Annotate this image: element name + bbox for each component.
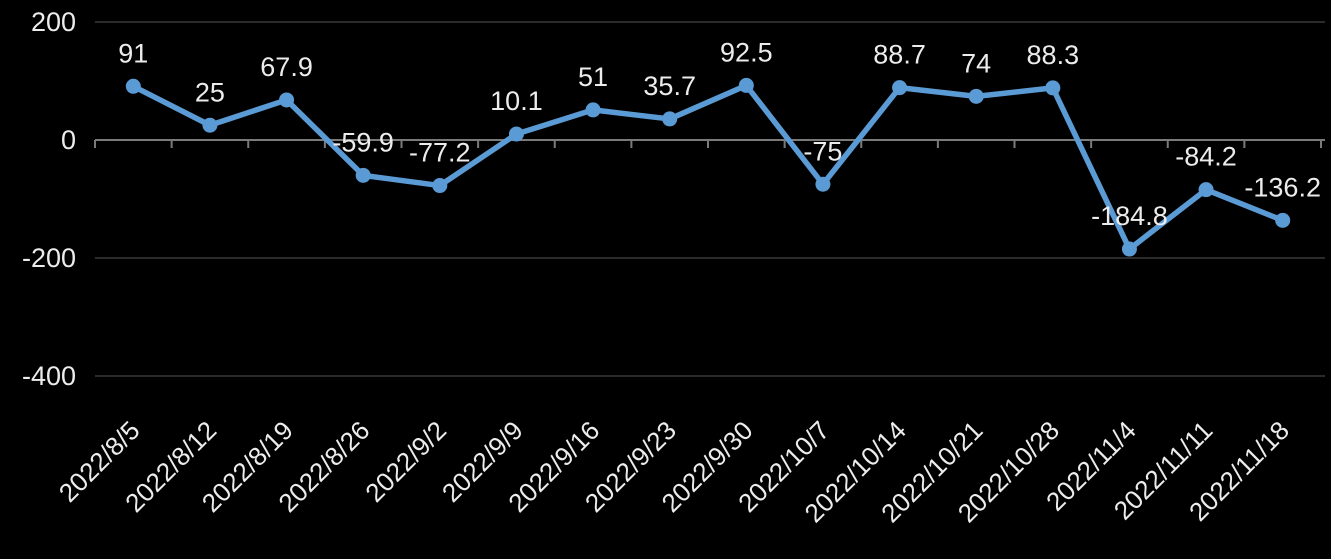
series-line[interactable] [130,82,1286,252]
data-point-marker[interactable] [968,88,984,104]
y-axis-tick-label: -200 [22,243,76,273]
data-point-marker[interactable] [892,80,908,96]
data-point-marker[interactable] [202,117,218,133]
data-label: 74 [961,48,991,78]
data-label: 88.3 [1027,40,1080,70]
y-axis-tick-label: 200 [31,7,76,37]
data-label: -59.9 [332,127,394,157]
data-point-marker[interactable] [1198,182,1214,198]
y-axis-tick-label: -400 [22,361,76,391]
data-label: 10.1 [490,86,543,116]
data-label: -184.8 [1091,201,1168,231]
data-label: 25 [195,77,225,107]
data-point-marker[interactable] [508,126,524,142]
data-point-marker[interactable] [355,167,371,183]
data-label: 88.7 [873,40,926,70]
data-point-marker[interactable] [1121,241,1137,257]
data-point-marker[interactable] [1275,212,1291,228]
x-axis-category-label: 2022/9/2 [359,415,452,508]
data-label: -84.2 [1175,142,1237,172]
data-point-marker[interactable] [125,78,141,94]
data-label: -136.2 [1244,172,1321,202]
data-label: -75 [803,136,842,166]
data-label: 67.9 [260,52,313,82]
data-point-marker[interactable] [585,102,601,118]
data-label: -77.2 [409,138,471,168]
data-point-marker[interactable] [432,178,448,194]
x-axis-category-label-group: 2022/9/2 [359,415,452,508]
data-point-marker[interactable] [1045,80,1061,96]
data-point-marker[interactable] [815,176,831,192]
data-label: 91 [118,38,148,68]
data-point-marker[interactable] [738,77,754,93]
y-axis-tick-label: 0 [61,125,76,155]
data-point-marker[interactable] [279,92,295,108]
data-label: 35.7 [643,71,696,101]
data-label: 92.5 [720,37,773,67]
data-point-marker[interactable] [662,111,678,127]
data-label: 51 [578,62,608,92]
